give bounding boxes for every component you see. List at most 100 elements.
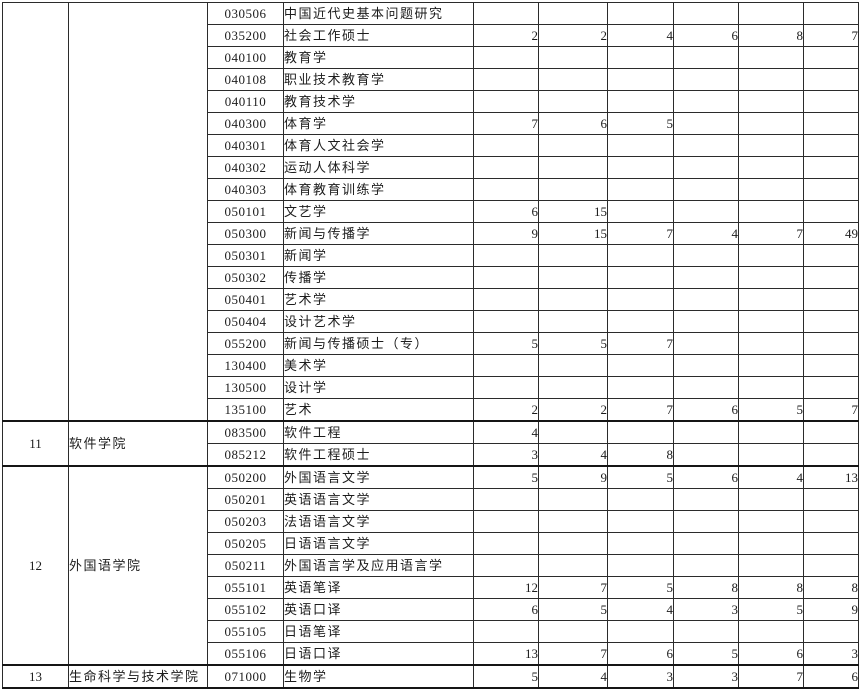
value-cell [673, 90, 739, 113]
program-name-cell: 英语语言文学 [283, 488, 474, 511]
value-cell [473, 134, 539, 157]
table-row: 040100 教育学 [3, 46, 859, 69]
program-name-cell: 日语口译 [283, 642, 474, 666]
table-row: 040303 体育教育训练学 [3, 178, 859, 201]
table-row: 055102 英语口译 6 5 4 3 5 9 [3, 598, 859, 621]
value-cell [803, 376, 859, 399]
value-cell: 9 [538, 465, 608, 489]
value-cell [538, 420, 608, 444]
value-cell [607, 554, 674, 577]
program-name-cell: 生物学 [283, 664, 474, 689]
value-cell [673, 178, 739, 201]
value-cell: 3 [473, 443, 539, 467]
program-code-cell: 085212 [207, 443, 284, 467]
value-cell: 6 [738, 642, 804, 666]
value-cell [673, 443, 739, 467]
table-row: 040301 体育人文社会学 [3, 134, 859, 157]
program-name-cell: 文艺学 [283, 200, 474, 223]
program-name-cell: 中国近代史基本问题研究 [283, 2, 474, 25]
value-cell: 5 [738, 598, 804, 621]
value-cell [738, 68, 804, 91]
value-cell [538, 244, 608, 267]
value-cell [473, 2, 539, 25]
value-cell: 9 [473, 222, 539, 245]
value-cell: 7 [803, 24, 859, 47]
value-cell [473, 90, 539, 113]
group-index-cell: 12 [2, 465, 69, 666]
value-cell: 3 [803, 642, 859, 666]
value-cell [738, 532, 804, 555]
program-name-cell: 英语口译 [283, 598, 474, 621]
value-cell [738, 46, 804, 69]
value-cell [607, 620, 674, 643]
program-code-cell: 050404 [207, 310, 284, 333]
value-cell [473, 488, 539, 511]
value-cell [538, 156, 608, 179]
value-cell: 13 [473, 642, 539, 666]
table-row: 035200 社会工作硕士 2 2 4 6 8 7 [3, 24, 859, 47]
value-cell: 7 [803, 398, 859, 422]
value-cell [738, 288, 804, 311]
value-cell [738, 310, 804, 333]
value-cell [803, 510, 859, 533]
value-cell [673, 354, 739, 377]
group-index-cell: 11 [2, 420, 69, 467]
value-cell [738, 90, 804, 113]
value-cell [738, 354, 804, 377]
value-cell [803, 266, 859, 289]
value-cell [803, 620, 859, 643]
program-code-cell: 130500 [207, 376, 284, 399]
value-cell [738, 332, 804, 355]
value-cell: 4 [538, 443, 608, 467]
value-cell: 5 [538, 598, 608, 621]
value-cell [607, 90, 674, 113]
program-name-cell: 设计艺术学 [283, 310, 474, 333]
program-code-cell: 055101 [207, 576, 284, 599]
value-cell [607, 420, 674, 444]
value-cell [607, 310, 674, 333]
program-code-cell: 040302 [207, 156, 284, 179]
value-cell [803, 332, 859, 355]
table-row: 050404 设计艺术学 [3, 310, 859, 333]
program-code-cell: 040110 [207, 90, 284, 113]
value-cell [738, 620, 804, 643]
value-cell [473, 554, 539, 577]
value-cell [473, 178, 539, 201]
value-cell: 4 [607, 24, 674, 47]
value-cell [673, 112, 739, 135]
value-cell [673, 46, 739, 69]
value-cell [803, 178, 859, 201]
value-cell [738, 266, 804, 289]
program-code-cell: 050201 [207, 488, 284, 511]
college-name-cell: 软件学院 [68, 420, 208, 467]
program-name-cell: 日语笔译 [283, 620, 474, 643]
value-cell [538, 2, 608, 25]
program-name-cell: 软件工程硕士 [283, 443, 474, 467]
value-cell [538, 288, 608, 311]
value-cell: 4 [538, 664, 608, 689]
value-cell: 7 [607, 398, 674, 422]
value-cell [538, 376, 608, 399]
value-cell: 7 [607, 222, 674, 245]
value-cell [473, 510, 539, 533]
value-cell [738, 488, 804, 511]
value-cell: 5 [473, 465, 539, 489]
value-cell: 5 [607, 112, 674, 135]
program-code-cell: 050205 [207, 532, 284, 555]
value-cell [738, 510, 804, 533]
value-cell: 6 [607, 642, 674, 666]
table-row: 130500 设计学 [3, 376, 859, 399]
program-name-cell: 体育人文社会学 [283, 134, 474, 157]
value-cell: 13 [803, 465, 859, 489]
value-cell: 7 [738, 222, 804, 245]
program-code-cell: 050200 [207, 465, 284, 489]
value-cell [607, 354, 674, 377]
group-index-cell [2, 2, 69, 422]
value-cell [607, 134, 674, 157]
value-cell [803, 156, 859, 179]
value-cell [607, 200, 674, 223]
program-code-cell: 050101 [207, 200, 284, 223]
value-cell: 3 [673, 664, 739, 689]
